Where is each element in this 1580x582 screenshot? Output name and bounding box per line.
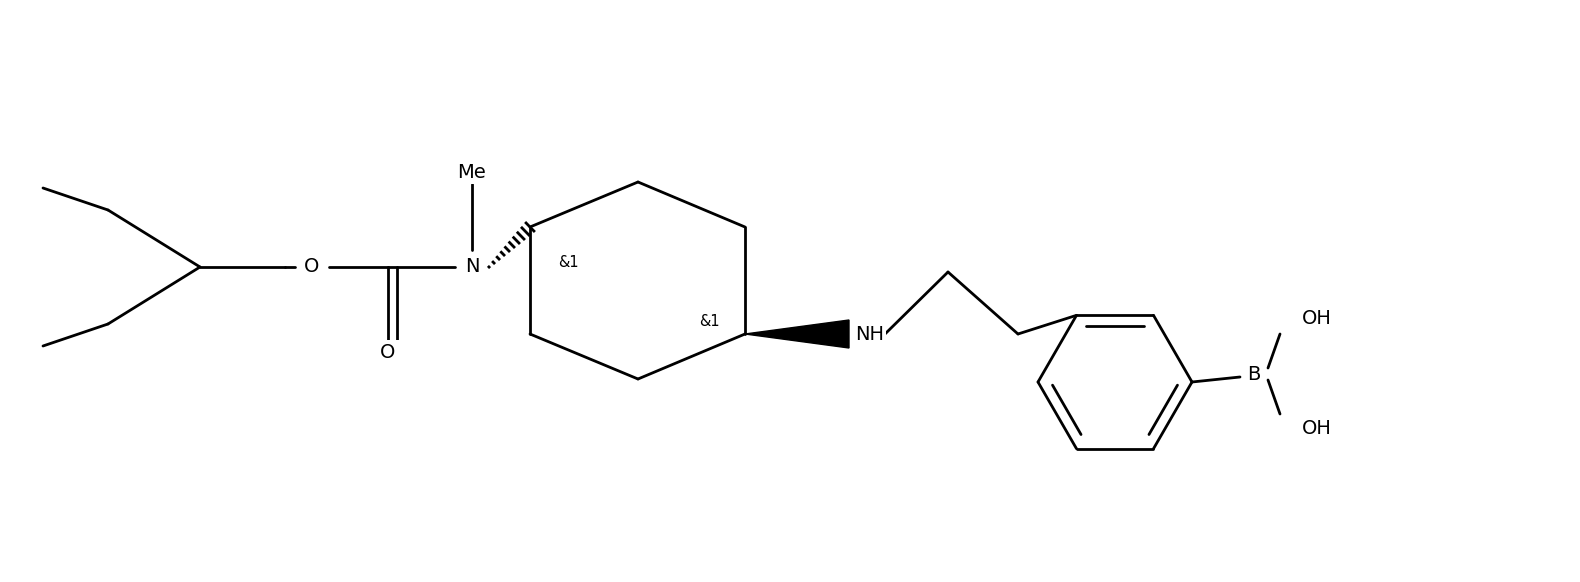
Text: &1: &1	[700, 314, 720, 329]
Polygon shape	[746, 320, 848, 348]
Text: B: B	[1247, 364, 1261, 384]
Text: Me: Me	[458, 162, 487, 182]
Text: OH: OH	[1302, 310, 1332, 328]
Text: &1: &1	[558, 255, 578, 270]
Text: NH: NH	[855, 325, 883, 343]
Text: O: O	[305, 257, 319, 276]
Text: O: O	[381, 342, 395, 361]
Text: N: N	[465, 257, 479, 276]
Text: OH: OH	[1302, 420, 1332, 438]
